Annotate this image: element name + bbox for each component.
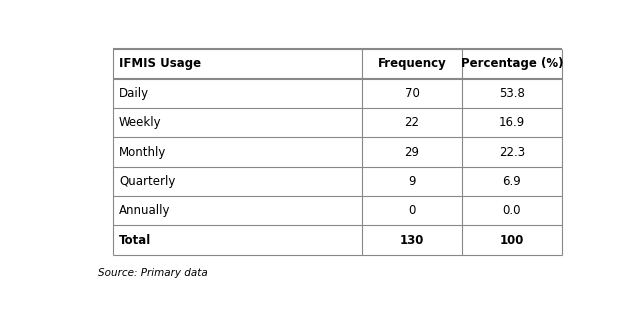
Text: Quarterly: Quarterly [119,175,176,188]
Text: 16.9: 16.9 [499,116,525,129]
Text: Frequency: Frequency [378,57,446,70]
Text: 130: 130 [400,234,424,247]
Text: 29: 29 [404,146,420,158]
Text: IFMIS Usage: IFMIS Usage [119,57,201,70]
Text: Source: Primary data: Source: Primary data [98,268,208,278]
Text: Total: Total [119,234,152,247]
Text: 0.0: 0.0 [503,204,521,217]
Text: 22.3: 22.3 [499,146,525,158]
Text: 0: 0 [408,204,416,217]
Text: Annually: Annually [119,204,171,217]
Text: 100: 100 [500,234,524,247]
Text: Monthly: Monthly [119,146,166,158]
Text: Weekly: Weekly [119,116,162,129]
Text: 70: 70 [404,87,420,100]
Text: 22: 22 [404,116,420,129]
Text: Percentage (%): Percentage (%) [461,57,563,70]
Text: 6.9: 6.9 [503,175,521,188]
Text: 9: 9 [408,175,416,188]
Text: 53.8: 53.8 [499,87,525,100]
Text: Daily: Daily [119,87,149,100]
